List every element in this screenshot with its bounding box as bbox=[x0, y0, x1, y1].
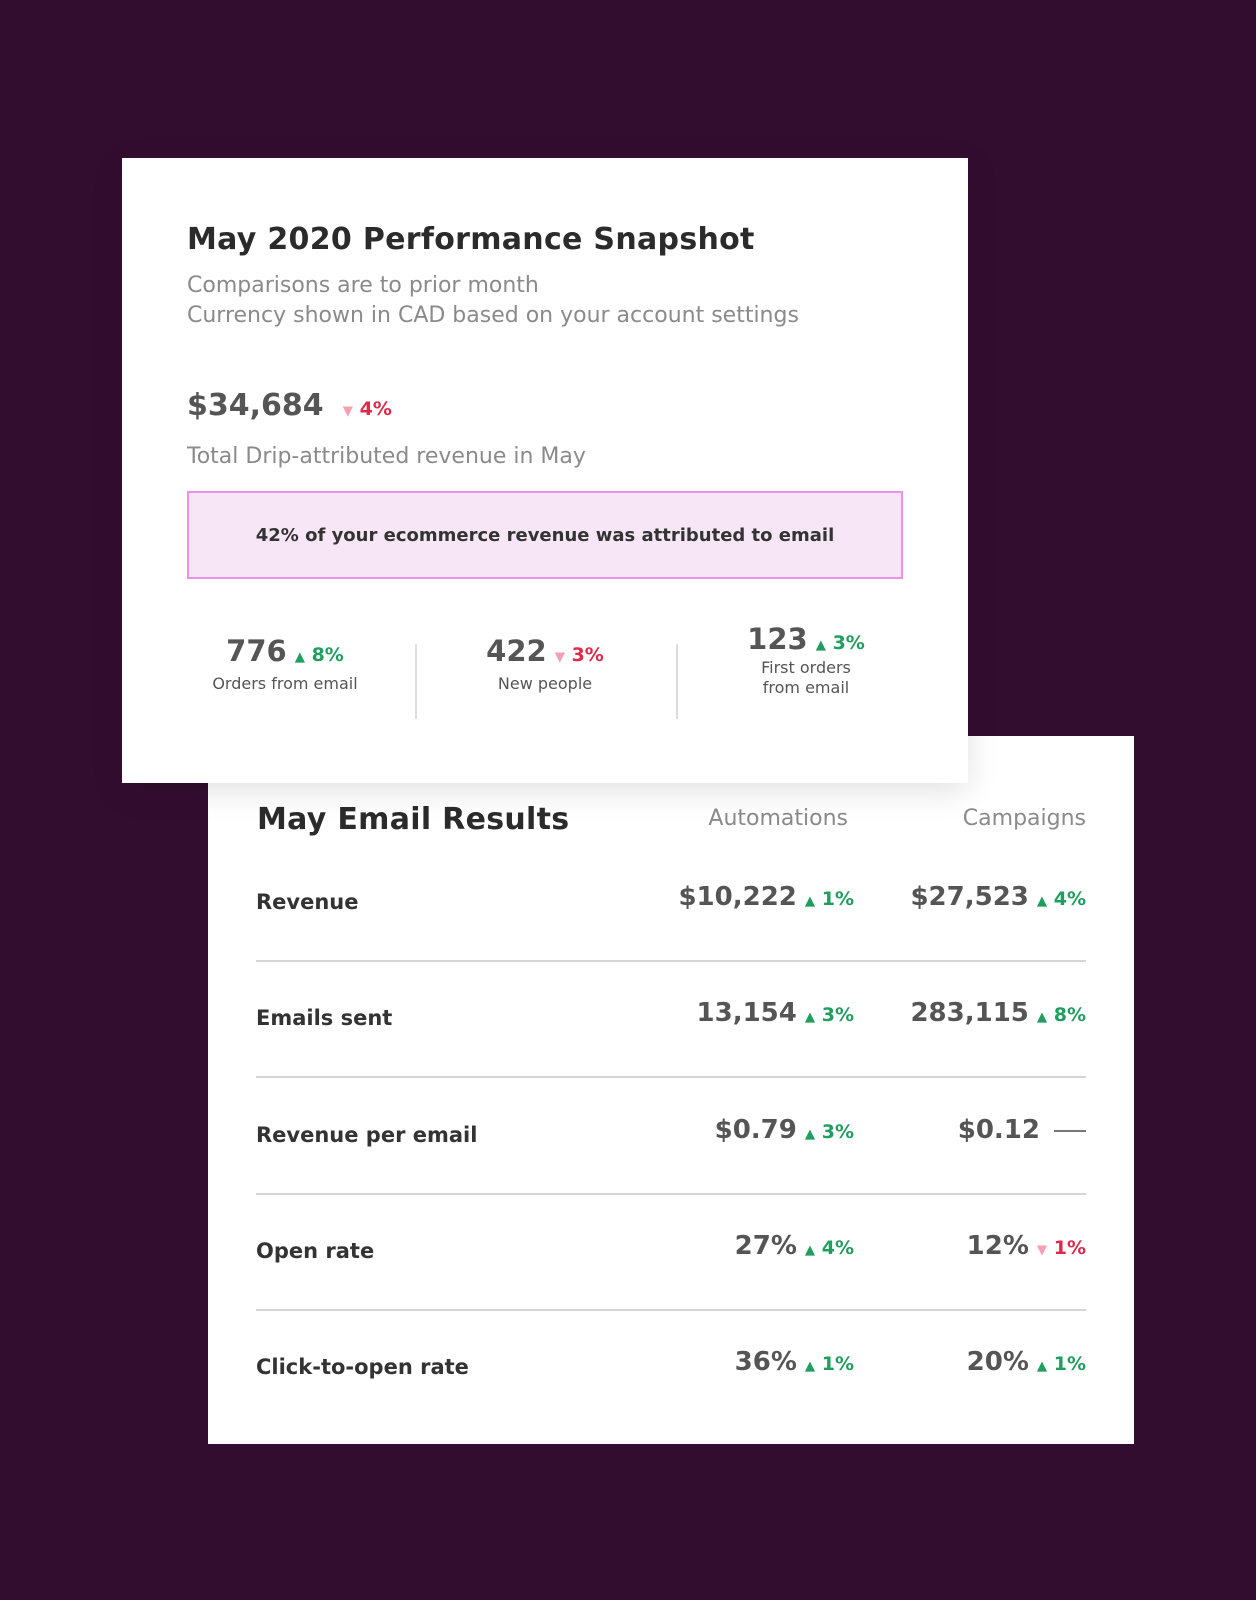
triangle-up-icon: ▲ bbox=[1036, 1010, 1048, 1025]
triangle-down-icon: ▼ bbox=[554, 650, 565, 665]
row-divider bbox=[256, 1076, 1086, 1078]
delta: ▲ 4% bbox=[804, 1237, 854, 1259]
triangle-up-icon: ▲ bbox=[804, 1359, 816, 1374]
row-label: Emails sent bbox=[256, 1006, 393, 1030]
row-label: Click-to-open rate bbox=[256, 1355, 469, 1379]
triangle-up-icon: ▲ bbox=[804, 1243, 816, 1258]
snapshot-subtitle: Comparisons are to prior month bbox=[187, 273, 539, 298]
row-divider bbox=[256, 1309, 1086, 1311]
campaigns-value: 20% ▲ 1% bbox=[966, 1347, 1086, 1377]
row-label: Revenue per email bbox=[256, 1123, 478, 1147]
stat-orders-from-email: 776 ▲ 8% Orders from email bbox=[212, 634, 358, 693]
row-label: Open rate bbox=[256, 1239, 375, 1263]
campaigns-value: 12% ▼ 1% bbox=[966, 1231, 1086, 1261]
triangle-up-icon: ▲ bbox=[815, 638, 826, 653]
campaigns-value: 283,115 ▲ 8% bbox=[910, 998, 1086, 1028]
delta: ▲ 3% bbox=[804, 1121, 854, 1143]
delta: ▲ 1% bbox=[804, 888, 854, 910]
triangle-up-icon: ▲ bbox=[804, 1010, 816, 1025]
automations-value: $10,222 ▲ 1% bbox=[678, 882, 854, 912]
total-revenue: $34,684 ▼ 4% bbox=[187, 388, 392, 423]
divider bbox=[676, 644, 678, 719]
email-results-card: May Email Results Automations Campaigns … bbox=[208, 736, 1134, 1444]
automations-value: 36% ▲ 1% bbox=[734, 1347, 854, 1377]
delta: ▲ 4% bbox=[1036, 888, 1086, 910]
snapshot-currency-note: Currency shown in CAD based on your acco… bbox=[187, 303, 799, 328]
total-revenue-label: Total Drip-attributed revenue in May bbox=[187, 444, 586, 469]
no-change-dash-icon bbox=[1054, 1129, 1086, 1132]
performance-snapshot-card: May 2020 Performance Snapshot Comparison… bbox=[122, 158, 968, 783]
results-row: Emails sent 13,154 ▲ 3% 283,115 ▲ 8% bbox=[256, 962, 1086, 1078]
row-label: Revenue bbox=[256, 890, 359, 914]
triangle-up-icon: ▲ bbox=[294, 650, 305, 665]
delta: ▼ 1% bbox=[1036, 1237, 1086, 1259]
row-divider bbox=[256, 960, 1086, 962]
delta: ▲ 1% bbox=[804, 1353, 854, 1375]
triangle-down-icon: ▼ bbox=[1036, 1243, 1048, 1258]
column-automations: Automations bbox=[708, 806, 848, 831]
results-row: Revenue per email $0.79 ▲ 3% $0.12 bbox=[256, 1079, 1086, 1195]
automations-value: 13,154 ▲ 3% bbox=[696, 998, 854, 1028]
delta: ▲ 1% bbox=[1036, 1353, 1086, 1375]
triangle-up-icon: ▲ bbox=[804, 894, 816, 909]
column-campaigns: Campaigns bbox=[962, 806, 1086, 831]
results-row: Open rate 27% ▲ 4% 12% ▼ 1% bbox=[256, 1195, 1086, 1311]
triangle-up-icon: ▲ bbox=[1036, 1359, 1048, 1374]
divider bbox=[415, 644, 417, 719]
campaigns-value: $0.12 bbox=[958, 1115, 1086, 1145]
row-divider bbox=[256, 1193, 1086, 1195]
total-revenue-delta: ▼ 4% bbox=[342, 398, 392, 420]
results-row: Revenue $10,222 ▲ 1% $27,523 ▲ 4% bbox=[256, 846, 1086, 962]
triangle-up-icon: ▲ bbox=[804, 1127, 816, 1142]
results-row: Click-to-open rate 36% ▲ 1% 20% ▲ 1% bbox=[256, 1311, 1086, 1427]
email-attribution-callout: 42% of your ecommerce revenue was attrib… bbox=[187, 491, 903, 579]
snapshot-title: May 2020 Performance Snapshot bbox=[187, 222, 755, 257]
delta: ▲ 3% bbox=[804, 1004, 854, 1026]
campaigns-value: $27,523 ▲ 4% bbox=[910, 882, 1086, 912]
total-revenue-value: $34,684 bbox=[187, 388, 324, 423]
triangle-down-icon: ▼ bbox=[342, 404, 353, 419]
stat-new-people: 422 ▼ 3% New people bbox=[486, 634, 604, 693]
automations-value: 27% ▲ 4% bbox=[734, 1231, 854, 1261]
results-title: May Email Results bbox=[257, 802, 570, 837]
triangle-up-icon: ▲ bbox=[1036, 894, 1048, 909]
delta: ▲ 8% bbox=[1036, 1004, 1086, 1026]
automations-value: $0.79 ▲ 3% bbox=[714, 1115, 854, 1145]
stat-first-orders: 123 ▲ 3% First orders from email bbox=[747, 622, 865, 697]
